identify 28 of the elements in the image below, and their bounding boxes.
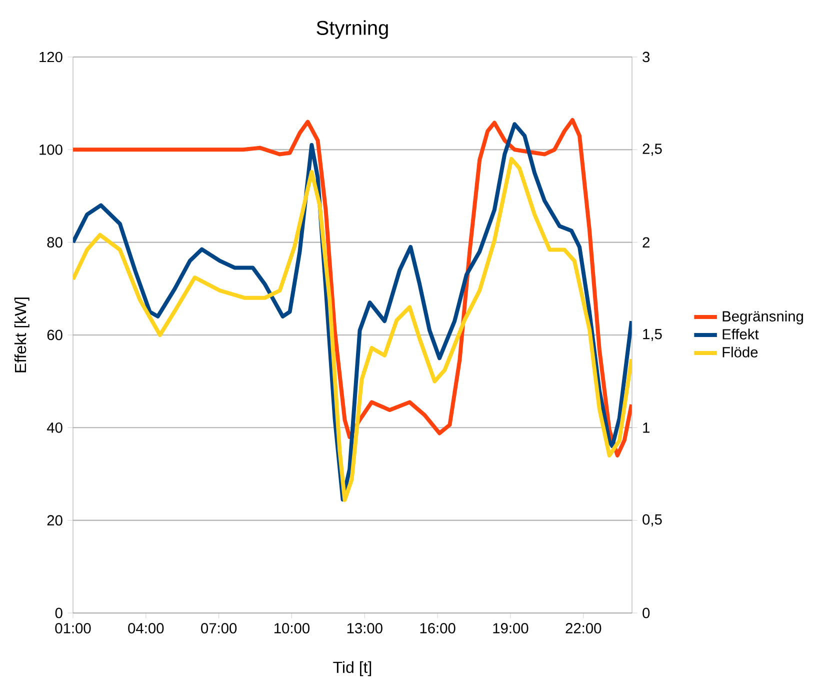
y-tick-label: 80 [47, 237, 62, 248]
y2-tick-label: 2,5 [642, 144, 662, 156]
x-tick-label: 07:00 [201, 623, 237, 634]
y-tick-label: 20 [47, 515, 62, 526]
x-tick-label: 19:00 [493, 623, 528, 634]
x-tick-label: 10:00 [274, 623, 310, 634]
y-tick-label: 120 [40, 52, 62, 62]
x-axis-title: Tid [t] [333, 661, 372, 676]
y-tick-label: 60 [47, 330, 62, 340]
y2-tick-label: 2 [642, 237, 650, 248]
legend-label: Flöde [722, 346, 758, 358]
y2-tick-label: 0 [642, 608, 650, 618]
x-tick-label: 16:00 [420, 623, 456, 634]
x-tick-label: 22:00 [566, 623, 602, 634]
legend-label: Begränsning [722, 310, 803, 324]
x-tick-label: 01:00 [55, 623, 91, 634]
chart-title: Styrning [316, 20, 388, 39]
legend-label: Effekt [722, 328, 759, 340]
y2-tick-label: 3 [642, 52, 650, 62]
y2-tick-label: 1,5 [643, 329, 662, 341]
y-tick-label: 40 [46, 422, 62, 433]
y-tick-label: 0 [55, 608, 62, 618]
y2-tick-label: 0,5 [642, 514, 662, 526]
x-tick-label: 04:00 [128, 623, 164, 634]
x-tick-label: 13:00 [347, 623, 382, 634]
y-axis-title: Effekt [kW] [14, 298, 30, 372]
y2-tick-label: 1 [643, 422, 650, 433]
y-tick-label: 100 [40, 144, 62, 155]
